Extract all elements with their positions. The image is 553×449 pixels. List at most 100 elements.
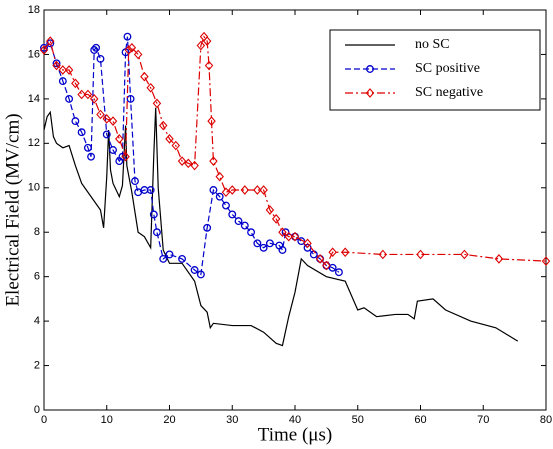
- marker: [126, 94, 135, 103]
- marker: [65, 94, 74, 103]
- marker: [149, 210, 158, 219]
- marker: [184, 158, 193, 169]
- marker: [222, 201, 230, 210]
- marker: [204, 60, 214, 71]
- marker: [253, 185, 262, 195]
- marker: [83, 89, 93, 100]
- marker: [152, 98, 162, 109]
- marker: [207, 116, 216, 126]
- y-axis-label: Electrical Field (MV/cm): [2, 113, 23, 306]
- marker: [83, 143, 92, 152]
- legend-label: SC positive: [415, 61, 480, 76]
- marker: [121, 151, 130, 162]
- marker: [77, 89, 86, 100]
- marker: [124, 45, 133, 55]
- marker: [416, 249, 425, 260]
- y-tick-label: 10: [28, 182, 40, 194]
- marker: [77, 128, 86, 137]
- x-tick-label: 30: [226, 414, 238, 426]
- legend-label: SC negative: [415, 85, 483, 100]
- marker: [203, 223, 212, 232]
- marker: [234, 217, 243, 226]
- marker: [494, 254, 504, 264]
- marker: [196, 270, 205, 279]
- marker: [52, 60, 61, 71]
- marker: [177, 156, 187, 166]
- x-tick-label: 50: [352, 414, 364, 426]
- y-tick-label: 12: [28, 137, 40, 149]
- marker: [109, 146, 117, 154]
- marker: [92, 43, 101, 52]
- marker: [108, 116, 118, 126]
- marker: [240, 185, 250, 195]
- x-tick-label: 60: [414, 414, 426, 426]
- marker: [90, 46, 99, 54]
- marker: [209, 156, 218, 166]
- y-tick-label: 6: [34, 271, 40, 283]
- marker: [365, 88, 375, 98]
- marker: [303, 238, 312, 249]
- marker: [165, 134, 174, 144]
- marker: [39, 45, 49, 55]
- x-axis-label: Time (μs): [258, 424, 332, 445]
- marker: [221, 187, 231, 198]
- y-tick-label: 2: [34, 359, 40, 371]
- series-line: [43, 107, 519, 347]
- marker: [190, 266, 199, 274]
- marker: [290, 231, 300, 242]
- marker: [46, 36, 55, 46]
- marker: [64, 65, 74, 75]
- marker: [102, 130, 111, 139]
- marker: [315, 254, 325, 264]
- marker: [209, 186, 218, 194]
- marker: [190, 160, 199, 171]
- marker: [215, 192, 224, 201]
- marker: [159, 254, 168, 263]
- marker: [146, 82, 155, 93]
- marker: [133, 49, 143, 60]
- marker: [96, 54, 105, 63]
- marker: [322, 260, 331, 271]
- marker: [71, 78, 80, 89]
- legend-box: [329, 29, 541, 111]
- marker: [378, 249, 388, 260]
- marker: [366, 65, 374, 73]
- y-tick-label: 18: [28, 4, 40, 16]
- y-tick-label: 14: [28, 93, 40, 105]
- y-tick-label: 8: [34, 226, 40, 238]
- marker: [146, 186, 155, 194]
- marker: [89, 94, 99, 104]
- marker: [284, 231, 293, 242]
- marker: [278, 246, 287, 254]
- x-tick-label: 40: [289, 414, 301, 426]
- marker: [152, 228, 161, 237]
- marker: [259, 243, 268, 252]
- marker: [115, 134, 124, 144]
- marker: [278, 227, 287, 238]
- series-line: [43, 35, 547, 267]
- marker: [131, 177, 139, 186]
- marker: [228, 185, 237, 195]
- marker: [58, 65, 68, 75]
- marker: [265, 239, 274, 248]
- marker: [271, 214, 281, 224]
- marker: [202, 36, 212, 46]
- marker: [215, 171, 224, 182]
- marker: [196, 40, 206, 51]
- marker: [165, 250, 174, 259]
- y-tick-label: 16: [28, 48, 40, 60]
- x-tick-label: 80: [540, 414, 552, 426]
- marker: [247, 228, 256, 237]
- marker: [87, 152, 96, 161]
- marker: [123, 32, 132, 41]
- marker: [328, 263, 337, 272]
- marker: [171, 140, 181, 151]
- marker: [340, 247, 350, 258]
- marker: [96, 109, 105, 120]
- marker: [541, 256, 551, 266]
- x-tick-label: 0: [41, 414, 47, 426]
- marker: [40, 43, 48, 52]
- marker: [140, 71, 149, 82]
